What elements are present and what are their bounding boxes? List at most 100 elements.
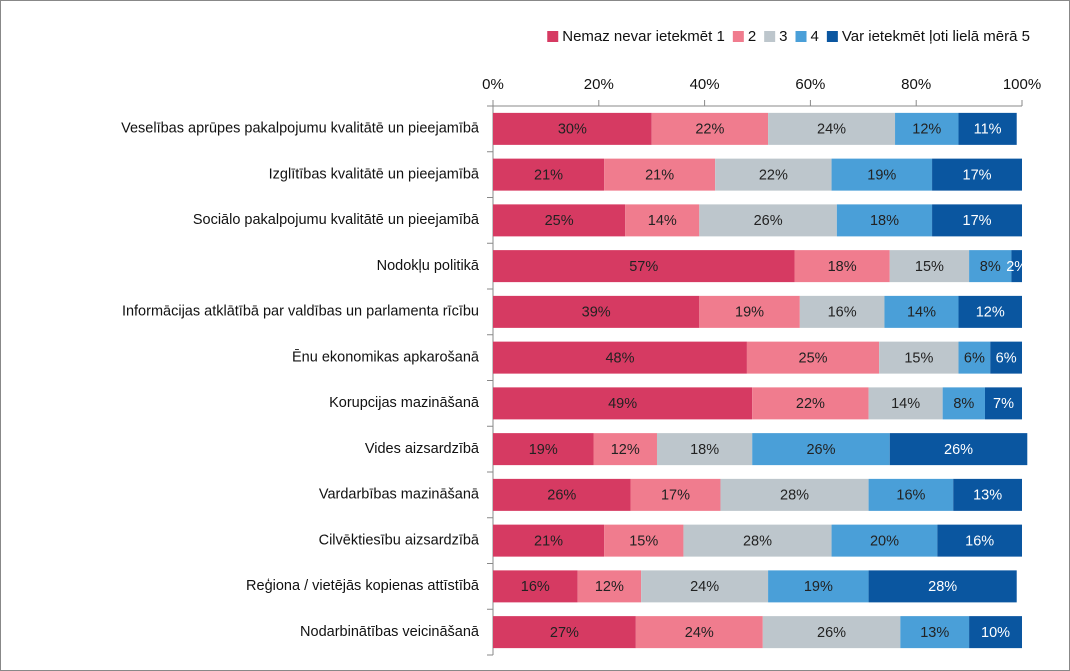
bar-segment [932, 204, 1022, 237]
bar-segment [651, 112, 769, 145]
data-label: 25% [799, 350, 828, 366]
data-label: 16% [965, 533, 994, 549]
data-label: 15% [915, 259, 944, 275]
y-tick-label: Reģiona / vietējās kopienas attīstībā [246, 578, 480, 594]
data-label: 6% [964, 350, 985, 366]
data-label: 21% [534, 167, 563, 183]
bar-segment [942, 387, 985, 420]
bar-segment [593, 433, 657, 466]
bar-segment [604, 158, 716, 191]
data-label: 18% [828, 259, 857, 275]
data-label: 22% [695, 122, 724, 138]
data-label: 39% [582, 305, 611, 321]
legend-label: 4 [811, 28, 819, 45]
x-tick-label: 100% [1003, 76, 1041, 93]
bar-segment [868, 570, 1017, 603]
data-label: 24% [817, 122, 846, 138]
legend-swatch [547, 31, 559, 42]
y-tick-label: Vardarbības mazināšanā [319, 487, 480, 503]
bar-segment [969, 250, 1012, 283]
data-label: 2% [1006, 259, 1027, 275]
data-label: 14% [907, 305, 936, 321]
data-label: 8% [980, 259, 1001, 275]
bar-segment [831, 158, 933, 191]
data-label: 17% [963, 167, 992, 183]
data-label: 17% [963, 213, 992, 229]
bar-segment [493, 250, 795, 283]
data-label: 12% [912, 122, 941, 138]
data-label: 15% [629, 533, 658, 549]
bar-segment [831, 524, 938, 557]
data-label: 20% [870, 533, 899, 549]
bar-segment [630, 478, 721, 511]
bar-segment [969, 616, 1022, 649]
data-label: 13% [973, 488, 1002, 504]
bar-segment [493, 341, 747, 374]
bar-segment [895, 112, 959, 145]
data-label: 21% [645, 167, 674, 183]
data-label: 17% [661, 488, 690, 504]
bar-segment [990, 341, 1022, 374]
bar-segment [768, 112, 896, 145]
legend-swatch [764, 31, 776, 42]
legend-label: Var ietekmēt ļoti lielā mērā 5 [842, 28, 1030, 45]
data-label: 22% [759, 167, 788, 183]
bar-segment [958, 112, 1017, 145]
y-tick-label: Korupcijas mazināšanā [329, 395, 480, 411]
data-label: 26% [547, 488, 576, 504]
data-label: 28% [743, 533, 772, 549]
x-tick-label: 60% [795, 76, 825, 93]
data-label: 24% [685, 625, 714, 641]
bar-segment [884, 295, 959, 328]
bar-segment [493, 433, 594, 466]
bar-segment [493, 387, 753, 420]
data-label: 27% [550, 625, 579, 641]
bar-segment [889, 250, 970, 283]
data-label: 16% [828, 305, 857, 321]
bar-segment [752, 387, 869, 420]
data-label: 12% [611, 442, 640, 458]
bar-segment [889, 433, 1028, 466]
bar-segment [768, 570, 869, 603]
data-label: 16% [896, 488, 925, 504]
data-label: 16% [521, 579, 550, 595]
bar-segment [868, 478, 954, 511]
bar-segment [715, 158, 832, 191]
bar-segment [752, 433, 890, 466]
bar-segment [746, 341, 880, 374]
data-label: 26% [754, 213, 783, 229]
bar-segment [699, 295, 800, 328]
bar-segment [493, 478, 631, 511]
legend-swatch [795, 31, 807, 42]
y-tick-label: Ēnu ekonomikas apkarošanā [292, 349, 480, 365]
data-label: 7% [993, 396, 1014, 412]
bar-segment [604, 524, 684, 557]
bar-segment [635, 616, 763, 649]
bar-segment [879, 341, 959, 374]
data-label: 30% [558, 122, 587, 138]
data-label: 26% [817, 625, 846, 641]
bar-segment [958, 295, 1022, 328]
y-tick-label: Izglītības kvalitātē un pieejamībā [269, 166, 480, 182]
x-tick-label: 20% [584, 76, 614, 93]
bar-segment [937, 524, 1022, 557]
data-label: 19% [804, 579, 833, 595]
y-tick-label: Veselības aprūpes pakalpojumu kvalitātē … [121, 121, 480, 137]
bar-segment [493, 524, 605, 557]
legend-swatch [826, 31, 838, 42]
legend-label: Nemaz nevar ietekmēt 1 [562, 28, 725, 45]
data-label: 28% [780, 488, 809, 504]
y-tick-label: Informācijas atklātībā par valdības un p… [122, 304, 479, 320]
data-label: 19% [735, 305, 764, 321]
y-tick-label: Cilvēktiesību aizsardzībā [319, 532, 480, 548]
bar-segment [720, 478, 869, 511]
data-label: 8% [953, 396, 974, 412]
data-label: 26% [944, 442, 973, 458]
data-label: 57% [629, 259, 658, 275]
data-label: 26% [806, 442, 835, 458]
bar-segment [699, 204, 837, 237]
data-label: 15% [904, 350, 933, 366]
data-label: 19% [867, 167, 896, 183]
bar-segment [493, 112, 652, 145]
data-label: 19% [529, 442, 558, 458]
